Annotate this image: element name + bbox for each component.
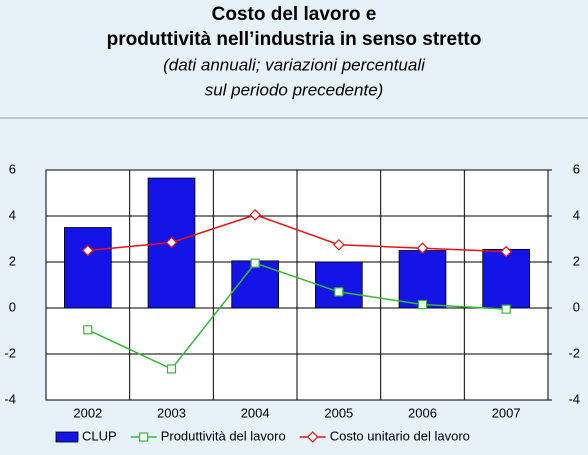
marker [166, 364, 177, 374]
marker [249, 209, 262, 221]
marker [417, 299, 428, 310]
y2-tick-label: -4 [568, 391, 580, 406]
marker [250, 258, 260, 268]
bar [315, 261, 363, 309]
line [87, 262, 507, 370]
legend-marker [306, 431, 319, 443]
marker [334, 287, 344, 297]
x-tick-label: 2005 [324, 405, 353, 420]
chart-title: Costo del lavoro e [212, 4, 377, 25]
legend-swatch [55, 431, 79, 443]
legend-label: Produttività del lavoro [161, 428, 286, 443]
plot-border [45, 169, 549, 401]
marker [500, 245, 513, 258]
y-tick-label: 0 [9, 299, 16, 314]
chart-subtitle: (dati annuali; variazioni percentuali [163, 55, 426, 74]
x-tick-label: 2002 [73, 405, 102, 420]
legend-label: CLUP [82, 428, 117, 443]
y-tick-label: 6 [9, 161, 16, 176]
x-tick-label: 2006 [408, 405, 437, 420]
marker [81, 244, 94, 257]
bar [64, 227, 112, 309]
y2-tick-label: 2 [573, 253, 580, 268]
chart-subtitle: sul periodo precedente) [205, 80, 384, 99]
y-tick-label: 2 [9, 253, 16, 268]
legend-label: Costo unitario del lavoro [330, 428, 470, 443]
marker [83, 325, 93, 335]
y2-tick-label: 0 [573, 299, 580, 314]
bar [482, 248, 530, 309]
x-tick-label: 2007 [492, 405, 521, 420]
y-tick-label: 4 [9, 207, 16, 222]
marker [165, 236, 178, 249]
line [87, 214, 507, 253]
bar [398, 250, 447, 309]
marker [501, 304, 511, 314]
marker [332, 238, 345, 251]
y2-tick-label: 4 [573, 207, 580, 222]
x-tick-label: 2004 [241, 405, 270, 420]
legend-marker [139, 432, 149, 442]
y-tick-label: -2 [4, 345, 16, 360]
marker [416, 242, 429, 255]
y2-tick-label: 6 [573, 161, 580, 176]
y-tick-label: -4 [4, 391, 16, 406]
chart-title: produttività nell’industria in senso str… [107, 29, 482, 50]
y2-tick-label: -2 [568, 345, 580, 360]
x-tick-label: 2003 [157, 405, 186, 420]
